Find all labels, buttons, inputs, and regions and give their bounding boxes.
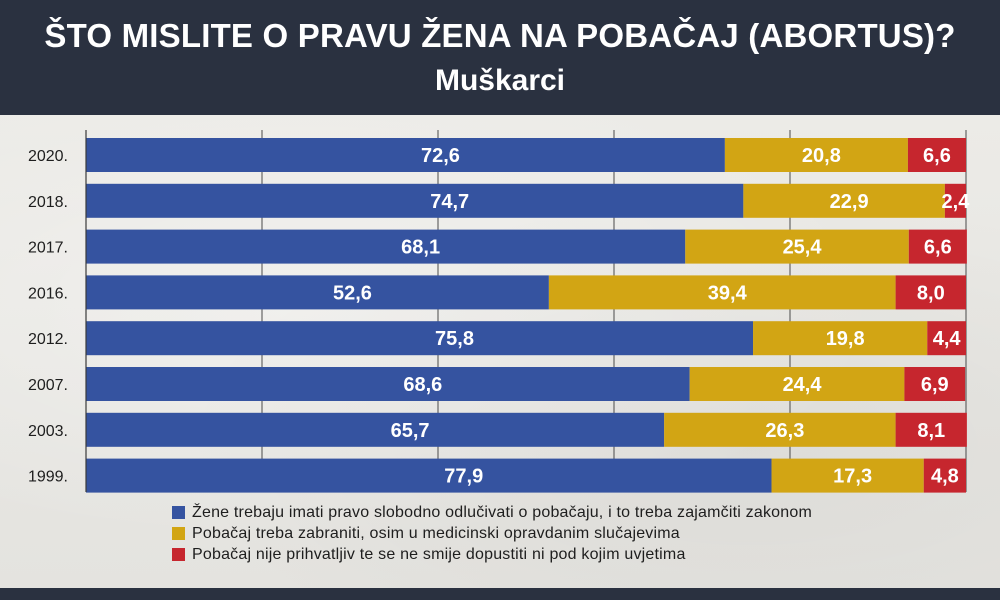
bar-segment-s2 xyxy=(907,138,966,172)
legend-item-zabraniti: Pobačaj treba zabraniti, osim u medicins… xyxy=(172,523,972,544)
data-label: 6,6 xyxy=(924,237,952,259)
data-label: 68,1 xyxy=(401,237,440,259)
data-label: 74,7 xyxy=(430,191,469,213)
bar-segment-s0 xyxy=(86,412,665,447)
legend-label-zabraniti: Pobačaj treba zabraniti, osim u medicins… xyxy=(192,525,680,542)
bar-segment-s2 xyxy=(895,275,966,310)
legend-item-neprihvatljiv: Pobačaj nije prihvatljiv te se ne smije … xyxy=(172,544,972,565)
bar-segment-s1 xyxy=(753,321,928,356)
legend: Žene trebaju imati pravo slobodno odluči… xyxy=(172,502,972,565)
bar-segment-s1 xyxy=(689,367,905,401)
legend-item-pravo: Žene trebaju imati pravo slobodno odluči… xyxy=(172,502,972,523)
bar-segment-s0 xyxy=(86,138,725,172)
data-label: 25,4 xyxy=(783,237,823,259)
data-label: 65,7 xyxy=(391,420,430,442)
bar-segment-s2 xyxy=(908,229,967,264)
data-label: 75,8 xyxy=(435,328,474,350)
data-label: 19,8 xyxy=(826,328,865,350)
category-label: 2017. xyxy=(28,240,68,257)
data-label: 72,6 xyxy=(421,145,460,167)
bar-segment-s1 xyxy=(771,458,924,493)
legend-label-pravo: Žene trebaju imati pravo slobodno odluči… xyxy=(192,504,812,521)
bar-segment-s0 xyxy=(86,458,772,493)
bar-segment-s2 xyxy=(895,412,967,447)
data-label: 22,9 xyxy=(830,191,869,213)
data-label: 8,0 xyxy=(917,282,945,304)
legend-label-neprihvatljiv: Pobačaj nije prihvatljiv te se ne smije … xyxy=(192,546,686,563)
legend-swatch-red xyxy=(172,548,185,561)
category-label: 2016. xyxy=(28,285,68,302)
data-label: 2,4 xyxy=(942,191,971,213)
data-label: 8,1 xyxy=(917,420,945,442)
footer-bar xyxy=(0,588,1000,600)
data-label: 6,6 xyxy=(923,145,951,167)
data-label: 6,9 xyxy=(921,374,949,396)
bar-segment-s0 xyxy=(86,229,686,264)
bar-segment-s1 xyxy=(664,412,896,447)
bar-segment-s0 xyxy=(86,275,549,310)
data-label: 4,8 xyxy=(931,466,959,488)
bar-segment-s1 xyxy=(743,183,945,218)
category-label: 2020. xyxy=(28,148,68,165)
data-label: 68,6 xyxy=(403,374,442,396)
category-label: 2003. xyxy=(28,423,68,440)
legend-swatch-blue xyxy=(172,506,185,519)
category-label: 2007. xyxy=(28,377,68,394)
bar-segment-s1 xyxy=(548,275,896,310)
data-label: 17,3 xyxy=(833,466,872,488)
data-label: 4,4 xyxy=(933,328,962,350)
bar-segment-s2 xyxy=(927,321,966,356)
chart-title: ŠTO MISLITE O PRAVU ŽENA NA POBAČAJ (ABO… xyxy=(44,17,956,54)
bar-segment-s2 xyxy=(923,458,966,493)
data-label: 39,4 xyxy=(708,282,748,304)
data-label: 52,6 xyxy=(333,282,372,304)
bar-segment-s0 xyxy=(86,183,744,218)
bar-segment-s2 xyxy=(904,367,966,401)
chart-subtitle: Muškarci xyxy=(434,64,566,97)
data-label: 20,8 xyxy=(802,145,841,167)
data-label: 77,9 xyxy=(444,466,483,488)
bar-segment-s1 xyxy=(685,229,909,264)
header: ŠTO MISLITE O PRAVU ŽENA NA POBAČAJ (ABO… xyxy=(0,0,1000,115)
bar-segment-s1 xyxy=(724,138,908,172)
legend-swatch-yellow xyxy=(172,527,185,540)
bar-segment-s2 xyxy=(944,183,966,218)
data-label: 26,3 xyxy=(765,420,804,442)
bar-segment-s0 xyxy=(86,367,690,401)
category-label: 2018. xyxy=(28,194,68,211)
bar-segment-s0 xyxy=(86,321,754,356)
data-label: 24,4 xyxy=(783,374,823,396)
category-label: 1999. xyxy=(28,469,68,486)
category-label: 2012. xyxy=(28,331,68,348)
